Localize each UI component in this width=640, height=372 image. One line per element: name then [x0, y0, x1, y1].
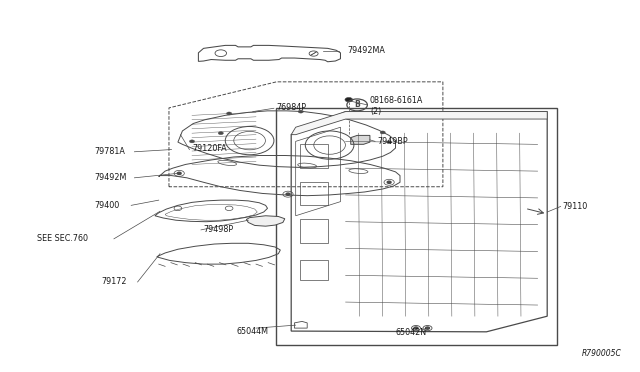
Text: 08168-6161A
(2): 08168-6161A (2) [370, 96, 423, 116]
Text: 79492MA: 79492MA [347, 46, 385, 55]
Circle shape [286, 193, 290, 195]
Text: 79492M: 79492M [95, 173, 127, 182]
Circle shape [218, 132, 223, 135]
Text: 79498P: 79498P [204, 225, 234, 234]
Circle shape [387, 141, 392, 144]
Circle shape [426, 327, 429, 329]
Circle shape [380, 131, 385, 134]
Text: 79781A: 79781A [95, 147, 125, 156]
Polygon shape [291, 112, 547, 135]
Text: 65042N: 65042N [396, 328, 427, 337]
Text: 65044M: 65044M [237, 327, 269, 336]
Text: 79110: 79110 [562, 202, 587, 211]
Circle shape [177, 172, 181, 174]
Polygon shape [351, 135, 370, 144]
Text: SEE SEC.760: SEE SEC.760 [37, 234, 88, 243]
Text: 7949BP: 7949BP [378, 137, 408, 146]
Text: 79400: 79400 [95, 201, 120, 210]
Circle shape [189, 140, 195, 143]
Text: R790005C: R790005C [582, 349, 622, 358]
Circle shape [387, 181, 391, 183]
Text: 79120FA: 79120FA [192, 144, 227, 153]
Text: B: B [355, 100, 360, 109]
Text: 79172: 79172 [101, 278, 127, 286]
Text: 76984P: 76984P [276, 103, 307, 112]
Circle shape [414, 327, 418, 329]
Circle shape [227, 112, 232, 115]
Circle shape [298, 110, 303, 113]
Circle shape [345, 97, 353, 102]
Polygon shape [246, 216, 285, 226]
